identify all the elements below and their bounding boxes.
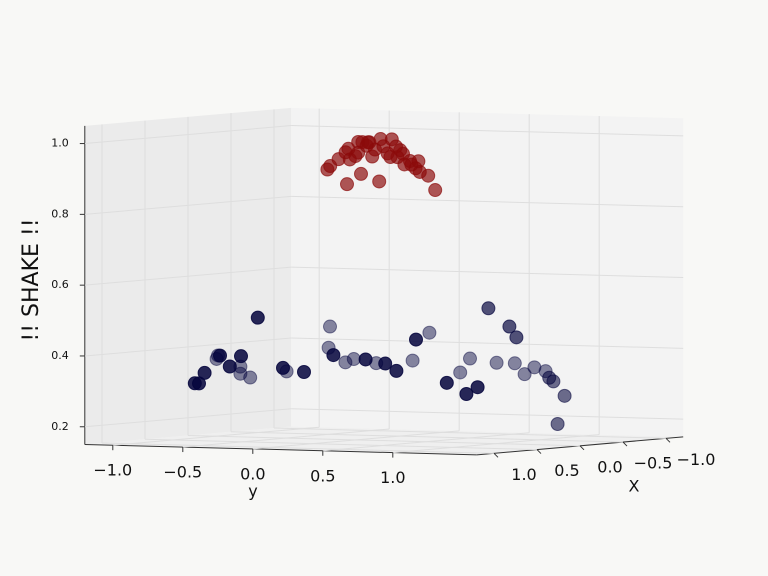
point [409, 332, 423, 347]
point [222, 359, 237, 374]
grid-line [84, 195, 292, 215]
tick-mark [622, 441, 628, 447]
point [489, 355, 504, 370]
point [351, 145, 366, 160]
grid-line [84, 408, 292, 428]
y-tick-label: −0.5 [163, 463, 202, 482]
point [358, 352, 373, 367]
tick-mark [493, 452, 499, 458]
z-tick-label: 0.8 [51, 207, 69, 220]
point [383, 150, 398, 165]
grid-line [273, 427, 667, 439]
z-tick-label: 0.2 [51, 420, 69, 433]
y-tick-label: 0.5 [310, 466, 335, 485]
point [405, 353, 420, 368]
grid-line [84, 125, 292, 145]
point [213, 348, 227, 363]
point [338, 355, 353, 370]
point [250, 310, 265, 325]
point [546, 374, 561, 389]
point [517, 367, 532, 382]
grid-line [230, 431, 624, 443]
point [389, 363, 404, 378]
point [340, 177, 354, 192]
point [481, 301, 496, 316]
point [297, 365, 311, 380]
point [378, 356, 393, 371]
grid-line [291, 337, 684, 349]
point [550, 416, 565, 431]
point [557, 388, 572, 403]
point [459, 386, 474, 401]
point [470, 380, 485, 395]
point [439, 375, 454, 390]
y-axis-label: y [248, 482, 257, 501]
y-tick-label: −1.0 [93, 461, 132, 480]
point [321, 340, 336, 355]
point [422, 325, 437, 340]
point [279, 364, 294, 379]
y-tick-label: 0.0 [240, 464, 265, 483]
grid-line [291, 195, 684, 208]
tick-mark [665, 437, 671, 443]
point [362, 135, 377, 150]
grid-line [291, 266, 684, 279]
point [211, 348, 225, 363]
grid-line [84, 337, 292, 357]
x-tick-label: −1.0 [677, 450, 716, 469]
point [209, 351, 224, 366]
point [421, 168, 436, 183]
point [428, 183, 443, 198]
point [323, 319, 337, 334]
tick-mark [536, 449, 542, 454]
grid-line [187, 434, 581, 447]
annotation: !! SHAKE !! [19, 218, 44, 341]
grid-line [84, 266, 292, 286]
point [346, 352, 361, 367]
grid-line [101, 442, 495, 454]
x-tick-label: 1.0 [511, 465, 536, 484]
x-tick-label: −0.5 [634, 454, 673, 473]
z-tick-label: 1.0 [51, 137, 69, 150]
panes [84, 107, 684, 455]
point [234, 349, 248, 364]
point [197, 365, 212, 380]
point [354, 166, 368, 181]
y-axis-line [84, 443, 477, 456]
x-tick-label: 0.0 [597, 457, 622, 476]
point [404, 157, 419, 172]
point [243, 370, 258, 385]
point [527, 360, 542, 375]
point [502, 319, 517, 334]
point [276, 360, 290, 375]
point [509, 330, 524, 345]
point [369, 356, 384, 371]
grid-line [291, 408, 684, 420]
point [507, 356, 522, 371]
tick-mark [579, 445, 585, 451]
point [326, 348, 341, 363]
x-tick-label: 0.5 [554, 461, 579, 480]
point [233, 359, 248, 374]
point [463, 351, 477, 366]
point [538, 364, 553, 379]
grid-line [144, 438, 538, 451]
point [233, 366, 248, 381]
z-tick-label: 0.6 [51, 278, 69, 291]
x-axis-label: X [629, 477, 640, 496]
point [453, 365, 468, 380]
point [372, 174, 387, 189]
y-tick-label: 1.0 [380, 468, 405, 487]
grid-line [291, 125, 684, 137]
z-tick-label: 0.4 [51, 349, 69, 362]
